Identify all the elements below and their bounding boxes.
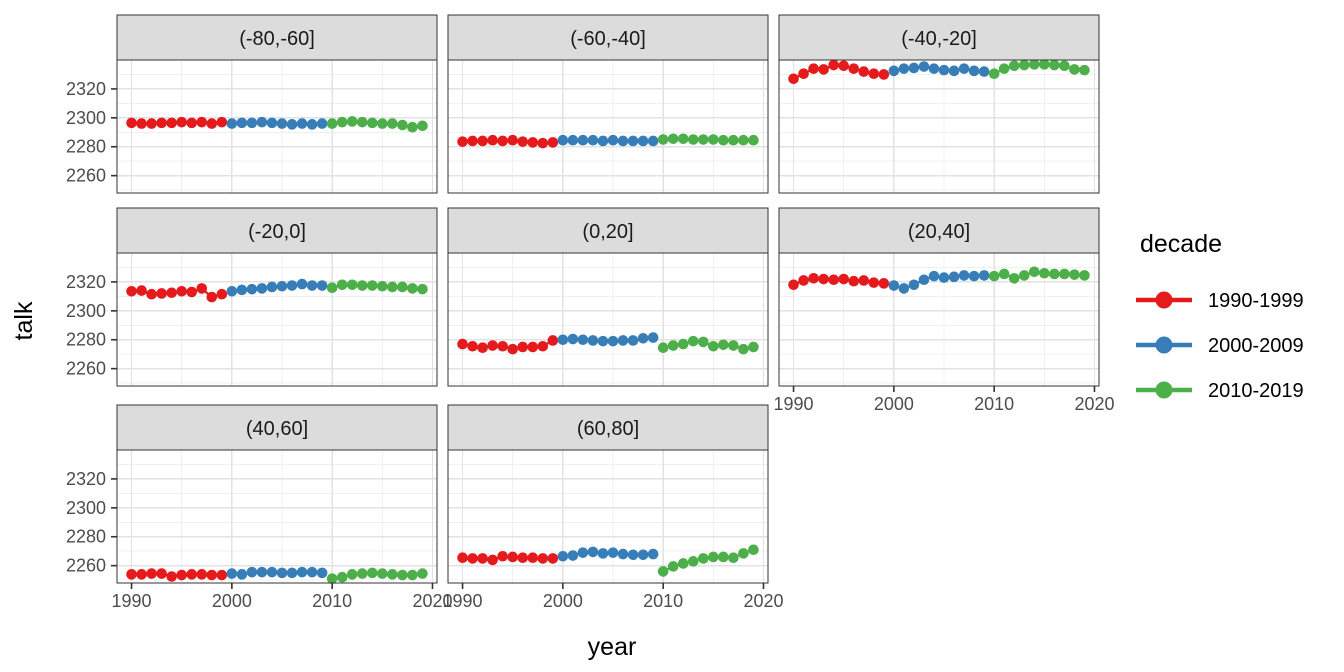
facet-strip-label: (-80,-60]: [239, 28, 315, 50]
series-points: [888, 61, 990, 77]
facet-strip-label: (20,40]: [908, 221, 970, 243]
facet-strip: [447, 207, 769, 254]
y-tick-label: 2300: [66, 498, 106, 518]
series-points: [226, 116, 328, 130]
facet-panel: [447, 14, 769, 194]
series-points: [126, 283, 228, 303]
series-points: [226, 566, 328, 580]
facet-strip-label: (60,80]: [577, 418, 639, 440]
facet-strip-label: (-20,0]: [248, 221, 306, 243]
facet-panel: 1990 2000 2010 2020: [774, 207, 1115, 414]
facet-strip-label: (40,60]: [246, 418, 308, 440]
legend-entry: 2000-2009: [1136, 335, 1304, 357]
legend-entry: 1990-1999: [1136, 290, 1304, 312]
facet-strip-label: (0,20]: [582, 221, 633, 243]
series-points: [126, 568, 228, 582]
x-tick-label: 2020: [743, 591, 783, 611]
y-tick-label: 2300: [66, 108, 106, 128]
facet-strip: [116, 404, 438, 451]
series-points: [326, 116, 428, 133]
y-tick-label: 2320: [66, 469, 106, 489]
y-tick-label: 2300: [66, 301, 106, 321]
legend-label: 2000-2009: [1208, 335, 1304, 357]
x-tick-label: 2010: [974, 394, 1014, 414]
legend-entry: 2010-2019: [1136, 380, 1304, 402]
series-points: [457, 550, 559, 566]
facet-panel: [778, 14, 1100, 194]
y-axis-title: talk: [10, 301, 38, 340]
facet-strip: [116, 14, 438, 61]
series-points: [888, 270, 990, 294]
y-tick-label: 2280: [66, 527, 106, 547]
series-points: [788, 272, 890, 291]
y-tick-label: 2280: [66, 137, 106, 157]
x-tick-label: 2020: [1074, 394, 1114, 414]
series-points: [457, 134, 559, 149]
x-tick-label: 2000: [874, 394, 914, 414]
series-points: [657, 133, 759, 146]
x-tick-label: 2010: [312, 591, 352, 611]
facet-strip: [447, 404, 769, 451]
series-points: [557, 332, 659, 347]
series-points: [557, 134, 659, 147]
x-tick-label: 1990: [443, 591, 483, 611]
legend-title: decade: [1140, 230, 1222, 258]
series-points: [226, 278, 328, 297]
y-tick-label: 2280: [66, 330, 106, 350]
facet-strip-label: (-40,-20]: [901, 28, 977, 50]
legend-label: 1990-1999: [1208, 290, 1304, 312]
series-points: [988, 266, 1090, 284]
series-points: [326, 279, 428, 295]
facet-strip: [778, 14, 1100, 61]
y-tick-label: 2320: [66, 272, 106, 292]
y-tick-label: 2260: [66, 359, 106, 379]
facet-panel: 2320 2300 2280 2260: [66, 14, 438, 194]
x-tick-label: 1990: [112, 591, 152, 611]
y-tick-label: 2320: [66, 79, 106, 99]
x-tick-label: 2010: [643, 591, 683, 611]
series-points: [126, 116, 228, 129]
y-tick-label: 2260: [66, 166, 106, 186]
series-points: [457, 335, 559, 355]
y-tick-label: 2260: [66, 556, 106, 576]
x-tick-label: 1990: [774, 394, 814, 414]
legend-key-point: [1155, 381, 1173, 399]
legend-label: 2010-2019: [1208, 380, 1304, 402]
x-tick-label: 2000: [543, 591, 583, 611]
facet-strip-label: (-60,-40]: [570, 28, 646, 50]
legend-key-point: [1155, 336, 1173, 354]
facet-panel: [447, 207, 769, 387]
facet-panel: 1990 2000 2010 2020: [443, 404, 784, 611]
series-points: [657, 544, 759, 577]
facet-strip: [778, 207, 1100, 254]
x-axis-title: year: [588, 633, 637, 661]
legend-key-point: [1155, 291, 1173, 309]
facet-strip: [447, 14, 769, 61]
x-tick-label: 2020: [412, 591, 452, 611]
series-points: [788, 59, 890, 85]
series-points: [657, 335, 759, 355]
facet-panel: 2320 2300 2280 2260: [66, 207, 438, 387]
x-tick-label: 2000: [212, 591, 252, 611]
series-points: [988, 59, 1090, 80]
facet-strip: [116, 207, 438, 254]
facet-panel: 2320 2300 2280 2260 1990 2000 2010 2020: [66, 404, 453, 611]
series-points: [326, 567, 428, 584]
series-points: [557, 546, 659, 562]
